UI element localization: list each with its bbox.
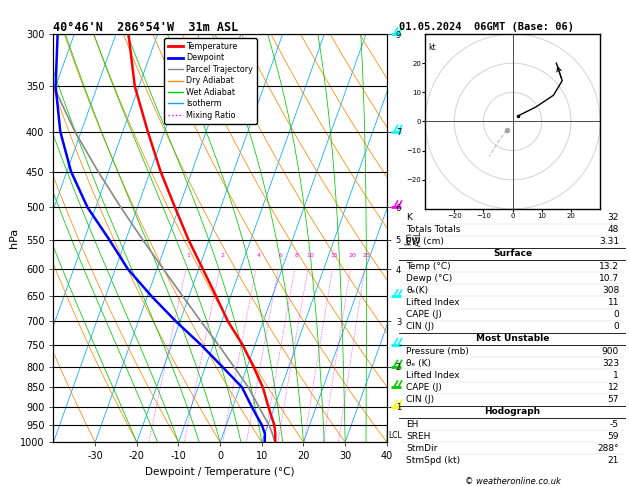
Text: 01.05.2024  06GMT (Base: 06): 01.05.2024 06GMT (Base: 06) xyxy=(399,21,574,32)
Text: θₑ(K): θₑ(K) xyxy=(406,286,428,295)
Text: Most Unstable: Most Unstable xyxy=(476,334,549,344)
Text: K: K xyxy=(406,213,412,222)
Text: 13.2: 13.2 xyxy=(599,261,619,271)
Text: CAPE (J): CAPE (J) xyxy=(406,310,442,319)
Text: 20: 20 xyxy=(348,253,357,258)
Text: Temp (°C): Temp (°C) xyxy=(406,261,451,271)
Text: Lifted Index: Lifted Index xyxy=(406,371,460,380)
Text: 1: 1 xyxy=(187,253,191,258)
Text: 1: 1 xyxy=(613,371,619,380)
Text: 288°: 288° xyxy=(598,444,619,453)
Legend: Temperature, Dewpoint, Parcel Trajectory, Dry Adiabat, Wet Adiabat, Isotherm, Mi: Temperature, Dewpoint, Parcel Trajectory… xyxy=(164,38,257,123)
Text: CIN (J): CIN (J) xyxy=(406,395,435,404)
Text: Totals Totals: Totals Totals xyxy=(406,225,460,234)
Text: 11: 11 xyxy=(608,298,619,307)
Text: kt: kt xyxy=(428,43,436,52)
Text: -5: -5 xyxy=(610,419,619,429)
Text: CIN (J): CIN (J) xyxy=(406,322,435,331)
Text: 32: 32 xyxy=(608,213,619,222)
Text: PW (cm): PW (cm) xyxy=(406,237,444,246)
Text: 15: 15 xyxy=(331,253,338,258)
Text: 4: 4 xyxy=(256,253,260,258)
Text: 10.7: 10.7 xyxy=(599,274,619,283)
Text: 12: 12 xyxy=(608,383,619,392)
Text: LCL: LCL xyxy=(388,431,402,440)
Text: StmDir: StmDir xyxy=(406,444,438,453)
Text: 308: 308 xyxy=(602,286,619,295)
Text: Lifted Index: Lifted Index xyxy=(406,298,460,307)
Text: 8: 8 xyxy=(295,253,299,258)
Text: 3.31: 3.31 xyxy=(599,237,619,246)
X-axis label: Dewpoint / Temperature (°C): Dewpoint / Temperature (°C) xyxy=(145,467,295,477)
Y-axis label: hPa: hPa xyxy=(9,228,18,248)
Text: SREH: SREH xyxy=(406,432,431,441)
Y-axis label: km
ASL: km ASL xyxy=(404,230,423,246)
Text: θₑ (K): θₑ (K) xyxy=(406,359,431,368)
Text: 323: 323 xyxy=(602,359,619,368)
Text: 40°46'N  286°54'W  31m ASL: 40°46'N 286°54'W 31m ASL xyxy=(53,21,239,34)
Text: 59: 59 xyxy=(608,432,619,441)
Text: Hodograph: Hodograph xyxy=(484,407,541,417)
Text: 21: 21 xyxy=(608,456,619,465)
Text: 57: 57 xyxy=(608,395,619,404)
Text: 900: 900 xyxy=(602,347,619,356)
Text: 0: 0 xyxy=(613,310,619,319)
Text: 6: 6 xyxy=(279,253,282,258)
Text: Surface: Surface xyxy=(493,249,532,259)
Text: CAPE (J): CAPE (J) xyxy=(406,383,442,392)
Text: 48: 48 xyxy=(608,225,619,234)
Text: 0: 0 xyxy=(613,322,619,331)
Text: StmSpd (kt): StmSpd (kt) xyxy=(406,456,460,465)
Text: 10: 10 xyxy=(306,253,314,258)
Text: © weatheronline.co.uk: © weatheronline.co.uk xyxy=(465,477,560,486)
Text: 25: 25 xyxy=(363,253,370,258)
Text: Dewp (°C): Dewp (°C) xyxy=(406,274,452,283)
Text: 2: 2 xyxy=(220,253,224,258)
Text: EH: EH xyxy=(406,419,418,429)
Text: Pressure (mb): Pressure (mb) xyxy=(406,347,469,356)
